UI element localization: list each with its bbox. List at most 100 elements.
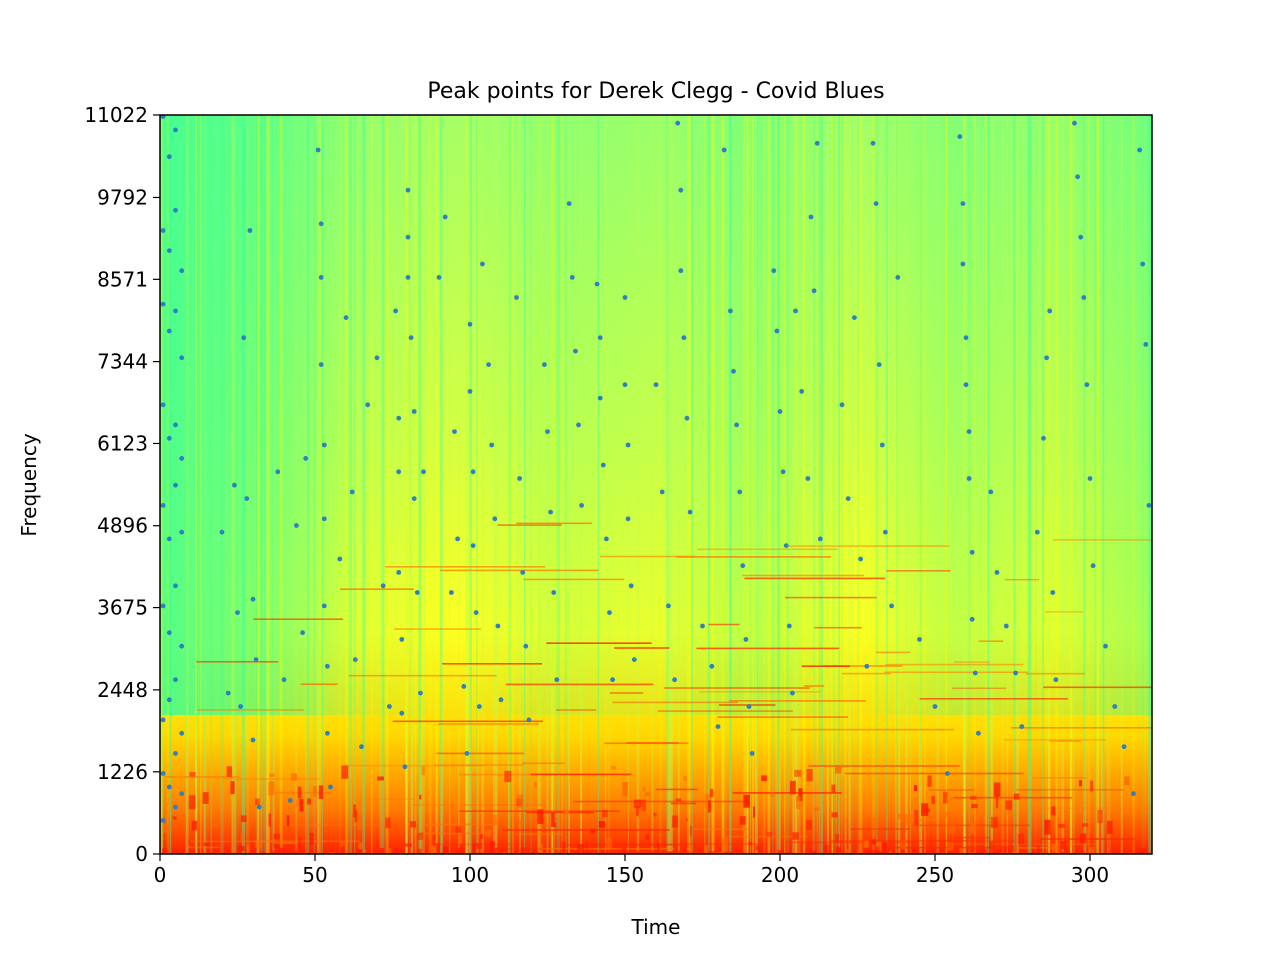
- x-tick-label: 0: [154, 863, 167, 887]
- spectrogram-stripe: [362, 115, 366, 854]
- spectrogram-energy-blob: [914, 809, 919, 825]
- peak-point: [321, 603, 327, 609]
- spectrogram-energy-blob: [464, 854, 467, 859]
- spectrogram-stripe: [195, 115, 197, 854]
- spectrogram-stripe: [1016, 115, 1019, 854]
- spectrogram-energy-blob: [787, 851, 791, 854]
- peak-point: [219, 529, 225, 535]
- peak-point: [411, 409, 417, 414]
- peak-point: [966, 476, 972, 481]
- spectrogram-energy-blob: [240, 832, 244, 843]
- x-tick-label: 100: [451, 863, 489, 887]
- spectrogram-energy-blob: [385, 848, 391, 854]
- spectrogram-stripe: [279, 115, 283, 854]
- spectrogram-stripe: [746, 115, 749, 854]
- spectrogram-stripe: [160, 115, 163, 854]
- spectrogram-energy-blob: [798, 852, 802, 854]
- peak-point: [399, 637, 405, 642]
- spectrogram-stripe: [729, 115, 732, 854]
- spectrogram-stripe: [821, 115, 823, 854]
- peak-point: [684, 415, 690, 421]
- peak-point: [852, 315, 857, 320]
- spectrogram-harmonic-line: [803, 685, 825, 687]
- spectrogram-stripe: [875, 115, 879, 854]
- spectrogram-harmonic-line: [884, 671, 1028, 674]
- spectrogram-stripe: [763, 115, 766, 854]
- peak-point: [876, 362, 882, 367]
- x-tick-label: 150: [606, 863, 644, 887]
- peak-point: [883, 529, 888, 535]
- spectrogram-energy-blob: [291, 773, 297, 781]
- spectrogram-harmonic-line: [348, 674, 497, 677]
- spectrogram-energy-blob: [873, 853, 879, 854]
- spectrogram-harmonic-line: [952, 687, 1007, 690]
- peak-point: [1084, 382, 1090, 388]
- spectrogram-energy-blob: [900, 840, 906, 851]
- spectrogram-stripe: [385, 115, 389, 854]
- peak-point: [873, 201, 879, 207]
- spectrogram-stripe: [1006, 115, 1008, 854]
- peak-point: [573, 348, 578, 354]
- spectrogram-stripe: [242, 115, 245, 854]
- peak-point: [225, 690, 231, 696]
- peak-point: [173, 422, 178, 428]
- spectrogram-energy-blob: [246, 844, 250, 854]
- spectrogram-stripe: [185, 115, 187, 854]
- peak-point: [315, 147, 321, 153]
- peak-points: [160, 115, 1152, 823]
- peak-point: [963, 335, 969, 341]
- spectrogram-stripe: [381, 115, 385, 854]
- spectrogram-stripe: [379, 115, 382, 854]
- spectrogram-stripe: [670, 115, 673, 854]
- spectrogram-harmonic-line: [886, 570, 951, 572]
- peak-point: [945, 771, 950, 776]
- spectrogram-stripe: [608, 115, 610, 854]
- spectrogram-energy-blob: [418, 848, 422, 854]
- spectrogram-energy-blob: [813, 807, 820, 811]
- spectrogram-energy-blob: [882, 842, 888, 853]
- spectrogram-energy-blob: [633, 799, 641, 809]
- spectrogram-energy-blob: [638, 807, 644, 819]
- peak-point: [455, 536, 460, 542]
- spectrogram-energy-blob: [921, 803, 929, 816]
- spectrogram-stripe: [859, 115, 863, 854]
- spectrogram-harmonic-line: [808, 765, 960, 767]
- peak-point: [514, 295, 519, 300]
- spectrogram-energy-blob: [1081, 851, 1085, 854]
- peak-point: [160, 228, 166, 233]
- spectrogram-energy-blob: [286, 815, 290, 827]
- spectrogram-harmonic-line: [196, 709, 304, 711]
- spectrogram-energy-blob: [455, 826, 461, 833]
- spectrogram-stripe: [317, 115, 319, 854]
- spectrogram-harmonic-line: [515, 833, 563, 835]
- peak-point: [1003, 623, 1009, 629]
- spectrogram-stripe: [844, 115, 847, 854]
- spectrogram-harmonic-line: [1004, 578, 1040, 581]
- spectrogram-energy-blob: [502, 851, 506, 854]
- peak-point: [321, 516, 327, 522]
- peak-point: [470, 469, 476, 475]
- peak-point: [994, 570, 1000, 575]
- peak-point: [166, 630, 172, 636]
- peak-point: [960, 201, 966, 207]
- peak-point: [972, 670, 978, 676]
- spectrogram-harmonic-line: [530, 773, 632, 776]
- spectrogram-energy-blob: [394, 848, 398, 854]
- spectrogram-stripe: [1013, 115, 1016, 854]
- spectrogram-energy-blob: [431, 845, 436, 854]
- spectrogram-energy-blob: [457, 847, 464, 854]
- spectrogram-energy-blob: [845, 849, 851, 854]
- spectrogram-harmonic-line: [729, 700, 866, 702]
- peak-point: [1121, 744, 1127, 750]
- spectrogram-energy-blob: [835, 765, 842, 774]
- spectrogram-stripe: [262, 115, 264, 854]
- peak-point: [160, 402, 166, 408]
- spectrogram-energy-blob: [1051, 843, 1059, 853]
- spectrogram-energy-blob: [622, 781, 628, 797]
- peak-point: [166, 435, 172, 441]
- y-axis: 0 1226 2448 3675 4896 6123 7344 8571 9792 11022: [84, 103, 160, 866]
- spectrogram-harmonic-line: [523, 578, 625, 581]
- spectrogram-stripe: [256, 115, 258, 854]
- peak-point: [957, 134, 963, 140]
- spectrogram-stripe: [711, 115, 715, 854]
